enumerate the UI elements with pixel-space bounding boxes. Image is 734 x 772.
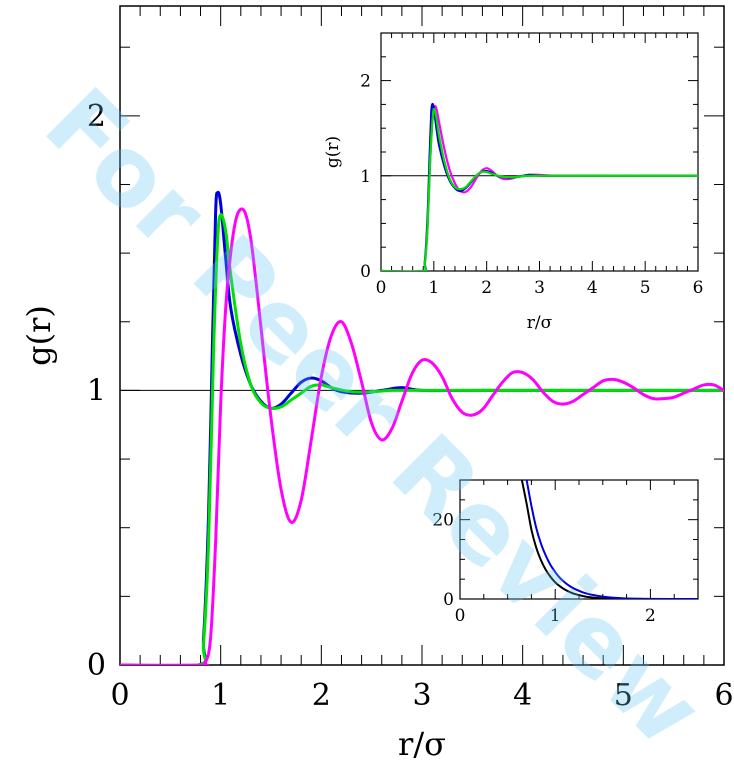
main-series-2 <box>120 207 724 665</box>
watermark: For Peer Review <box>24 67 724 767</box>
inset-pot-y-tick-label: 20 <box>432 511 454 531</box>
main-x-tick-label: 2 <box>312 678 331 713</box>
inset-gr-frame <box>380 32 699 272</box>
main-y-axis-title: g(r) <box>20 305 58 366</box>
inset-gr-y-tick-label: 1 <box>360 167 371 187</box>
inset-gr-x-tick-label: 1 <box>428 278 439 298</box>
main-x-axis-title: r/σ <box>398 725 446 763</box>
main-series-1 <box>120 213 724 665</box>
inset-gr-y-tick-label: 0 <box>360 262 371 282</box>
main-x-tick-label: 6 <box>714 678 733 713</box>
inset-gr-y-tick-label: 2 <box>360 72 371 92</box>
inset-gr-x-tick-label: 2 <box>481 278 492 298</box>
main-y-tick-label: 1 <box>87 373 106 408</box>
inset-gr-x-tick-label: 4 <box>587 278 598 298</box>
inset-gr-y-axis-title: g(r) <box>323 136 343 168</box>
main-x-tick-label: 3 <box>412 678 431 713</box>
main-chart: 0 1 2 3 4 5 6 0 1 2 r/σ g(r) <box>20 5 734 763</box>
inset-gr-x-axis-title: r/σ <box>527 313 553 333</box>
inset-pot-x-tick-label: 0 <box>455 606 466 626</box>
main-y-tick-label: 2 <box>87 99 106 134</box>
main-x-tick-label: 5 <box>614 678 633 713</box>
inset-gr-x-tick-label: 3 <box>534 278 545 298</box>
main-y-tick-label: 0 <box>87 648 106 683</box>
inset-pot-x-tick-label: 1 <box>550 606 561 626</box>
inset-gr-x-tick-label: 6 <box>693 278 704 298</box>
main-x-tick-label: 1 <box>211 678 230 713</box>
main-x-tick-label: 0 <box>110 678 129 713</box>
inset-pot-series-1 <box>525 480 698 599</box>
inset-pot-x-tick-label: 2 <box>645 606 656 626</box>
inset-gr-x-tick-label: 0 <box>376 278 387 298</box>
inset-pot-series-0 <box>520 480 698 599</box>
main-x-tick-label: 4 <box>513 678 532 713</box>
inset-gr-x-tick-label: 5 <box>640 278 651 298</box>
inset-pot-y-tick-label: 0 <box>443 590 454 610</box>
inset-gr-chart: 0 1 2 3 4 5 6 0 1 2 r/σ g(r) <box>323 32 704 333</box>
main-frame <box>119 5 725 666</box>
inset-gr-series-2 <box>381 108 698 271</box>
